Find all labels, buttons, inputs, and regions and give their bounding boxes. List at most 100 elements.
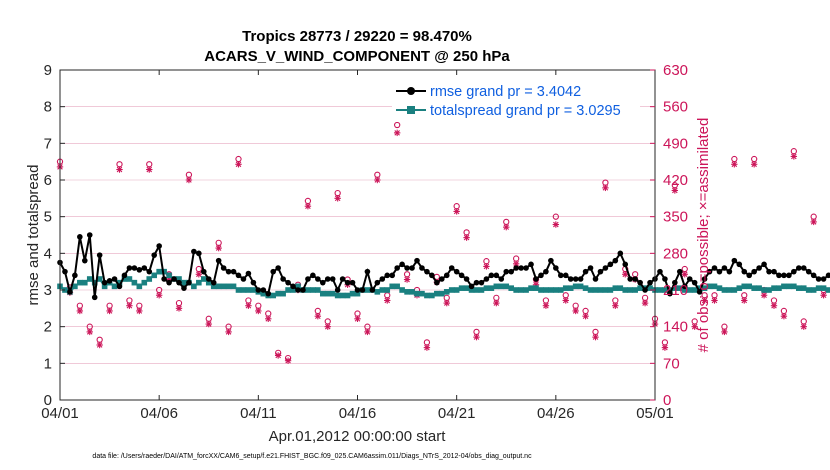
rmse-point — [572, 276, 579, 282]
totalspread-point — [91, 279, 98, 286]
obs-assimilated-point — [592, 333, 599, 341]
rmse-point — [776, 272, 782, 279]
rmse-point — [374, 279, 381, 286]
totalspread-point — [210, 283, 217, 290]
obs-possible-point — [493, 294, 500, 302]
obs-assimilated-point — [721, 328, 728, 336]
rmse-point — [225, 268, 232, 275]
totalspread-point — [746, 283, 753, 290]
totalspread-point — [786, 283, 792, 290]
y2-tick-label: 560 — [663, 99, 688, 116]
totalspread-point — [166, 272, 172, 279]
totalspread-point — [513, 287, 519, 293]
rmse-point — [701, 276, 708, 282]
obs-assimilated-point — [750, 161, 758, 168]
rmse-point — [111, 276, 118, 282]
y-axis-ticks: 0 1 2 3 4 5 6 7 8 9 — [44, 62, 65, 409]
rmse-point — [508, 268, 515, 275]
obs-possible-point — [146, 161, 153, 168]
rmse-point — [706, 268, 713, 275]
totalspread-point — [805, 287, 812, 293]
x-axis-label: Apr.01,2012 00:00:00 start — [269, 428, 447, 445]
totalspread-point — [562, 285, 569, 291]
totalspread-point — [766, 287, 772, 293]
obs-possible-point — [314, 307, 321, 315]
y2-tick-label: 630 — [663, 62, 688, 79]
totalspread-point — [200, 276, 207, 282]
totalspread-point — [741, 283, 748, 290]
rmse-point — [81, 257, 88, 264]
obs-assimilated-point — [701, 297, 708, 304]
totalspread-point — [761, 287, 767, 293]
obs-possible-point — [403, 271, 411, 278]
legend-box — [392, 80, 640, 122]
totalspread-point — [557, 287, 564, 293]
obs-possible-point — [681, 265, 688, 273]
obs-assimilated-point — [612, 302, 619, 309]
obs-assimilated-point — [770, 302, 778, 309]
obs-assimilated-point — [215, 244, 222, 252]
totalspread-point — [121, 276, 128, 282]
totalspread-point — [310, 287, 316, 293]
obs-assimilated-point — [136, 307, 143, 315]
obs-assimilated-point — [86, 328, 93, 336]
rmse-point — [468, 283, 475, 290]
rmse-point — [681, 283, 688, 290]
obs-possible-point — [195, 265, 202, 273]
rmse-point — [676, 268, 683, 275]
rmse-point — [181, 285, 187, 291]
rmse-point — [141, 265, 148, 271]
obs-assimilated-point — [403, 276, 411, 283]
rmse-point — [795, 265, 802, 271]
rmse-point — [696, 289, 703, 295]
totalspread-point — [77, 279, 83, 286]
obs-assimilated-point — [760, 292, 768, 299]
rmse-point — [265, 290, 272, 297]
totalspread-point — [453, 287, 460, 293]
y2-gridlines — [60, 106, 655, 364]
totalspread-point — [627, 287, 634, 293]
totalspread-point — [424, 292, 430, 299]
obs-possible-point — [483, 258, 490, 265]
rmse-point — [493, 272, 500, 279]
rmse-point — [642, 287, 648, 293]
rmse-point — [800, 265, 807, 271]
rmse-point — [429, 272, 435, 279]
obs-assimilated-point — [265, 315, 272, 323]
rmse-point — [275, 265, 281, 271]
totalspread-point — [771, 285, 777, 291]
obs-possible-point — [245, 297, 252, 304]
obs-possible-point — [751, 155, 758, 163]
obs-possible-point — [185, 171, 193, 178]
totalspread-point — [523, 287, 529, 293]
rmse-point — [334, 287, 341, 293]
y2-tick-label: 420 — [663, 172, 688, 189]
totalspread-point — [72, 283, 78, 290]
obs-assimilated-point — [76, 307, 84, 315]
rmse-point — [101, 279, 108, 286]
rmse-point — [96, 252, 103, 258]
totalspread-point — [448, 287, 455, 293]
totalspread-point — [622, 287, 629, 293]
totalspread-point — [384, 287, 391, 293]
rmse-point — [280, 276, 286, 282]
totalspread-point — [726, 287, 733, 293]
totalspread-point — [662, 287, 668, 293]
rmse-point — [161, 276, 167, 282]
totalspread-point — [612, 285, 619, 291]
rmse-point — [126, 265, 133, 271]
obs-possible-point — [770, 297, 778, 304]
totalspread-point — [493, 283, 500, 290]
obs-assimilated-point — [681, 271, 688, 278]
rmse-point — [305, 276, 311, 282]
totalspread-point — [96, 276, 103, 282]
totalspread-point — [275, 290, 281, 297]
obs-possible-point — [513, 255, 520, 262]
obs-assimilated-point — [205, 320, 212, 328]
totalspread-point — [587, 287, 594, 293]
obs-assimilated-point — [622, 271, 629, 278]
totalspread-point — [116, 279, 123, 286]
totalspread-point — [404, 289, 410, 295]
obs-assimilated-point — [741, 297, 748, 304]
rmse-point — [349, 279, 356, 286]
